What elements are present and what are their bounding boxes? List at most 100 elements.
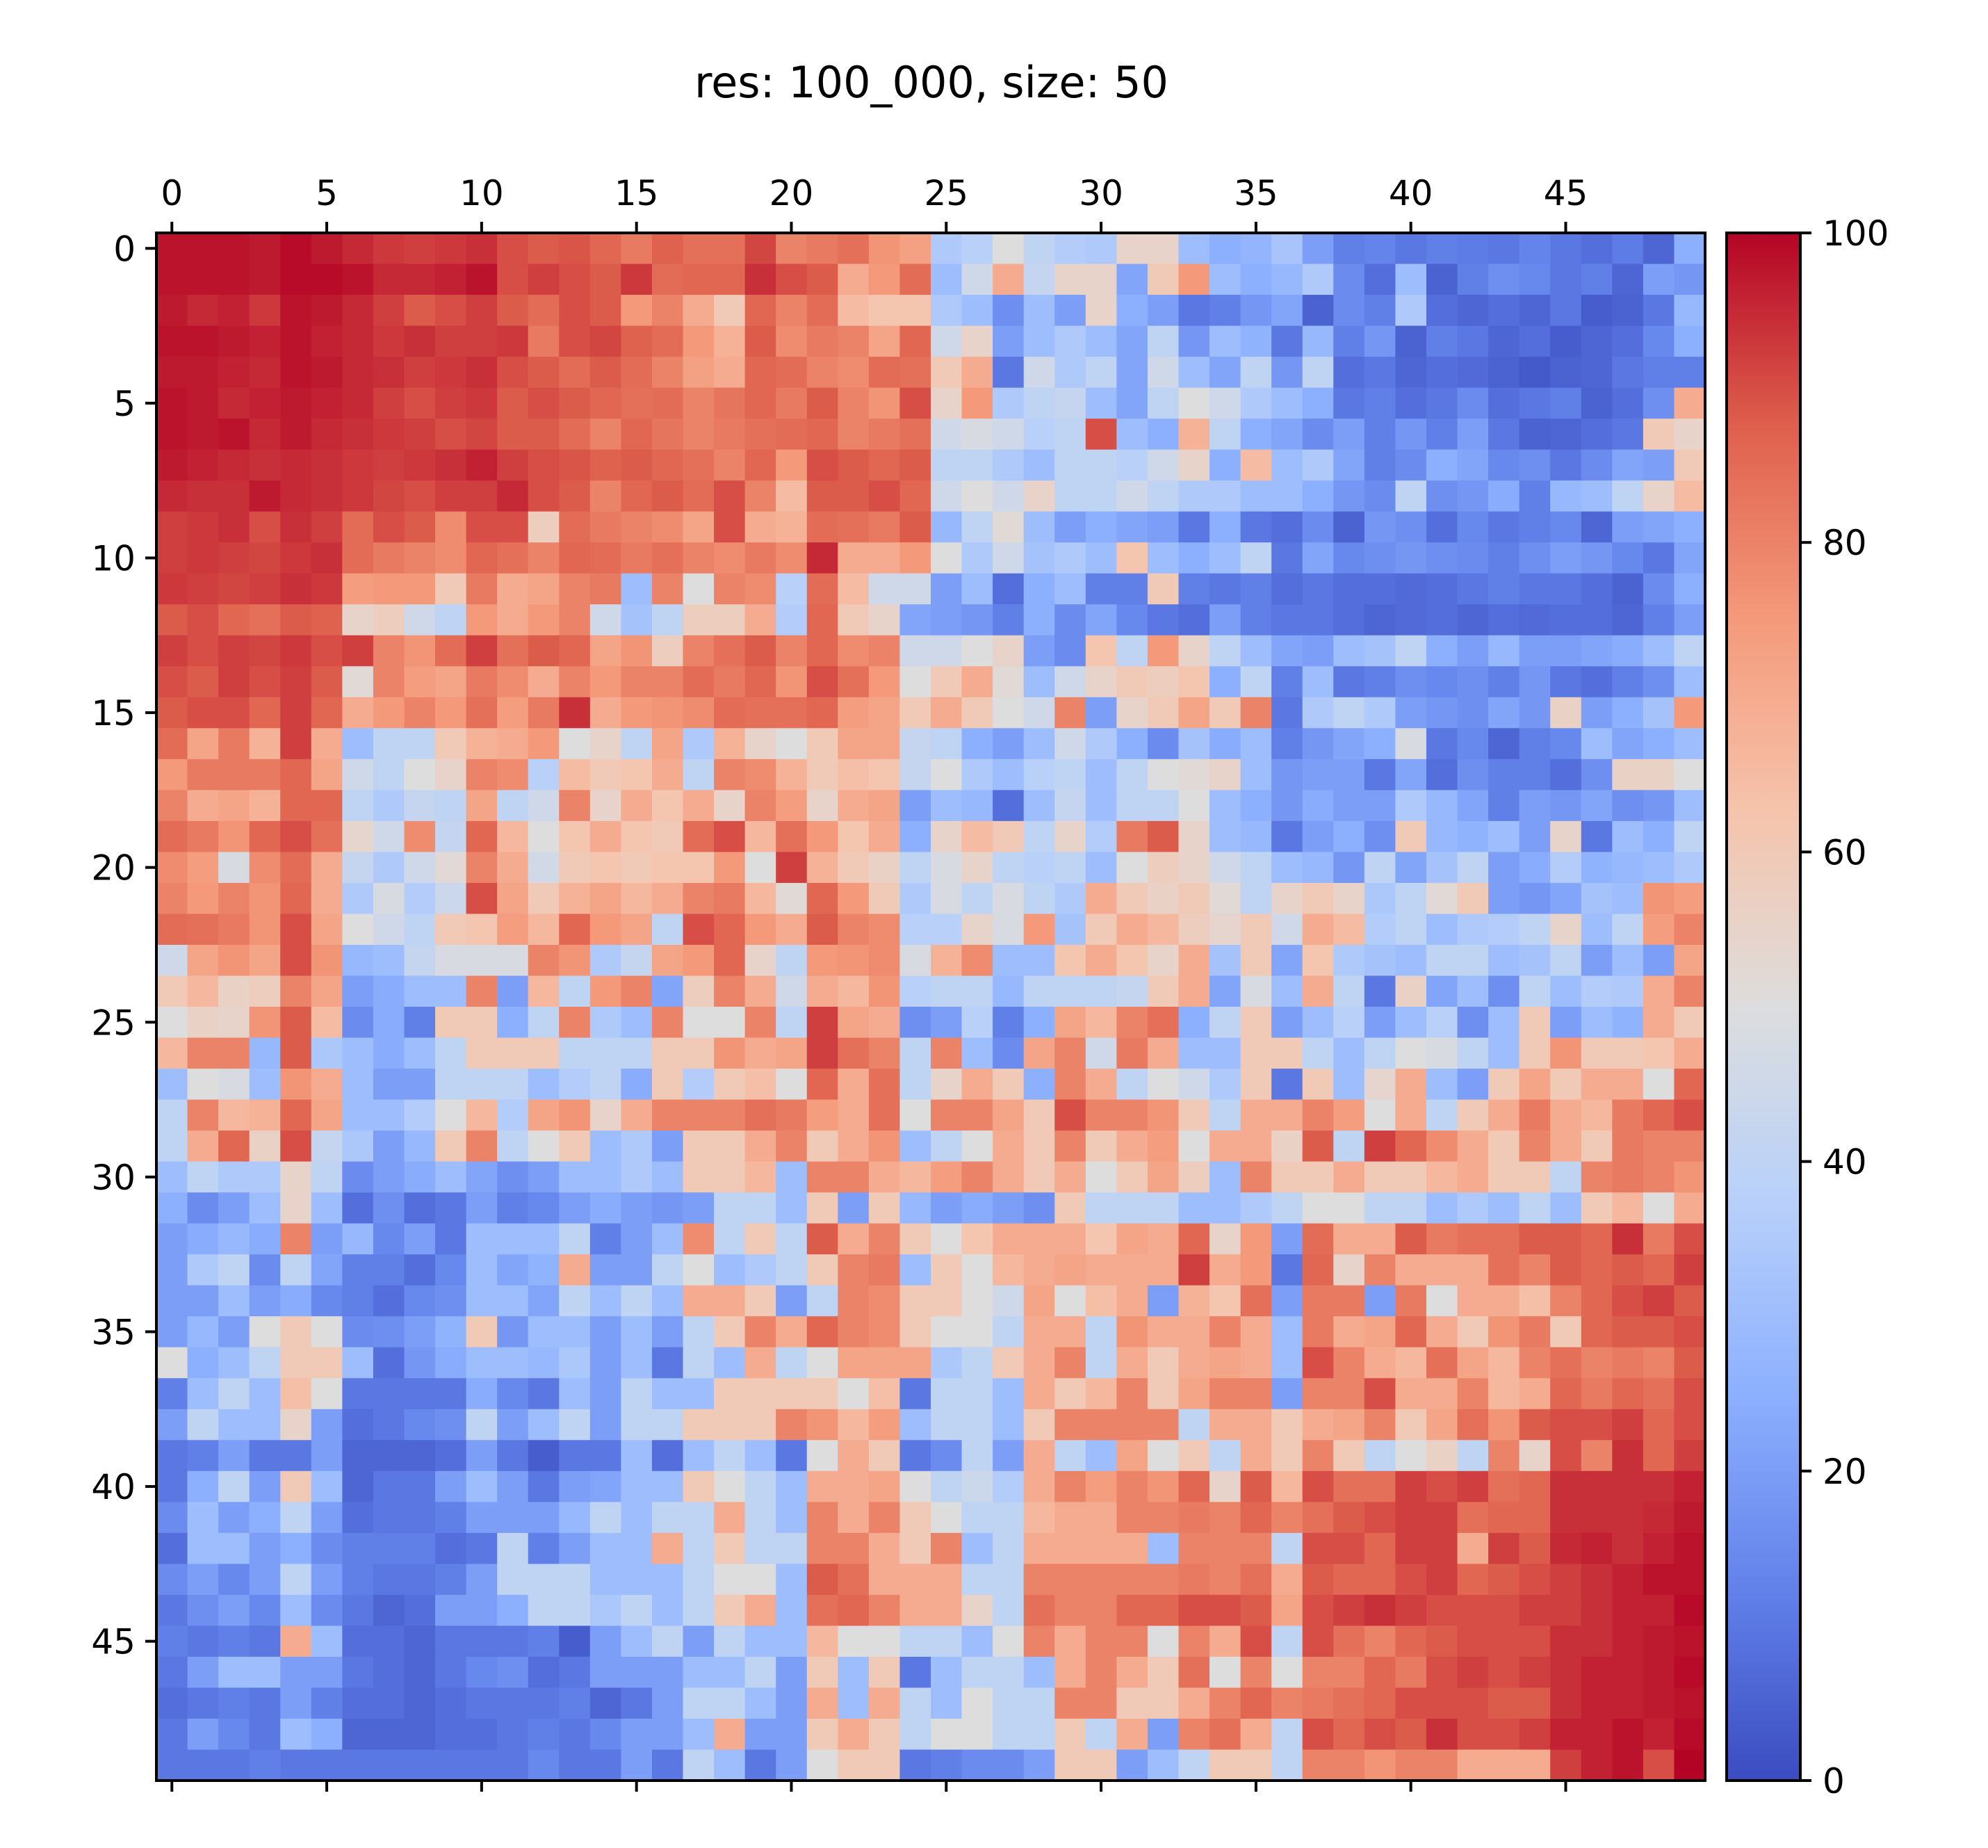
heatmap-cell — [249, 914, 281, 946]
heatmap-cell — [1116, 480, 1148, 512]
heatmap-cell — [1612, 1161, 1644, 1193]
heatmap-cell — [1488, 1378, 1520, 1410]
heatmap-cell — [776, 728, 808, 760]
heatmap-cell — [249, 604, 281, 636]
heatmap-cell — [683, 1378, 715, 1410]
heatmap-cell — [1395, 1347, 1427, 1379]
heatmap-cell — [683, 325, 715, 357]
heatmap-cell — [1674, 728, 1706, 760]
heatmap-cell — [1643, 511, 1675, 543]
heatmap-cell — [1581, 1316, 1613, 1348]
heatmap-cell — [1333, 295, 1365, 327]
heatmap-cell — [1395, 1192, 1427, 1224]
heatmap-cell — [528, 728, 560, 760]
heatmap-cell — [1519, 387, 1551, 419]
heatmap-cell — [342, 1347, 374, 1379]
heatmap-cell — [311, 728, 343, 760]
heatmap-cell — [528, 1502, 560, 1534]
heatmap-cell — [1116, 1069, 1148, 1101]
heatmap-cell — [744, 1316, 776, 1348]
heatmap-cell — [1643, 387, 1675, 419]
heatmap-cell — [1457, 264, 1489, 295]
heatmap-cell — [342, 233, 374, 265]
heatmap-cell — [1333, 1285, 1365, 1317]
heatmap-cell — [1054, 357, 1086, 389]
heatmap-cell — [311, 1254, 343, 1286]
heatmap-cell — [1395, 635, 1427, 667]
heatmap-cell — [683, 1749, 715, 1781]
heatmap-cell — [1023, 1069, 1055, 1101]
heatmap-cell — [528, 1130, 560, 1162]
heatmap-cell — [1488, 1099, 1520, 1131]
heatmap-cell — [589, 511, 621, 543]
heatmap-cell — [1240, 975, 1272, 1007]
heatmap-cell — [899, 1718, 931, 1751]
heatmap-cell — [1147, 1316, 1180, 1348]
heatmap-cell — [373, 480, 405, 512]
heatmap-cell — [280, 1285, 312, 1317]
heatmap-cell — [1519, 449, 1551, 481]
heatmap-cell — [342, 449, 374, 481]
heatmap-cell — [838, 1254, 870, 1286]
heatmap-cell — [1426, 1007, 1458, 1039]
heatmap-cell — [1054, 1687, 1086, 1719]
x-tick-label: 35 — [1234, 173, 1278, 213]
heatmap-cell — [806, 820, 838, 852]
heatmap-cell — [187, 759, 219, 791]
heatmap-cell — [559, 944, 591, 977]
heatmap-cell — [931, 1007, 963, 1039]
heatmap-cell — [1581, 573, 1613, 605]
heatmap-cell — [311, 325, 343, 357]
heatmap-cell — [868, 1099, 901, 1131]
heatmap-cell — [280, 1687, 312, 1719]
heatmap-cell — [651, 759, 684, 791]
heatmap-cell — [806, 666, 838, 698]
heatmap-cell — [1674, 944, 1706, 977]
heatmap-cell — [528, 604, 560, 636]
heatmap-cell — [838, 1749, 870, 1781]
heatmap-cell — [931, 1223, 963, 1255]
heatmap-cell — [683, 1007, 715, 1039]
heatmap-cell — [993, 1409, 1025, 1441]
heatmap-cell — [1147, 1718, 1180, 1751]
heatmap-cell — [1488, 573, 1520, 605]
heatmap-cell — [435, 1037, 467, 1069]
heatmap-cell — [838, 975, 870, 1007]
heatmap-cell — [1519, 264, 1551, 295]
heatmap-cell — [187, 233, 219, 265]
heatmap-cell — [218, 1347, 250, 1379]
heatmap-cell — [311, 1192, 343, 1224]
heatmap-cell — [1023, 1470, 1055, 1502]
heatmap-cell — [1488, 1130, 1520, 1162]
heatmap-cell — [961, 1564, 993, 1596]
heatmap-cell — [404, 357, 436, 389]
heatmap-cell — [683, 1223, 715, 1255]
x-tick-label: 15 — [614, 173, 659, 213]
heatmap-cell — [373, 1656, 405, 1689]
heatmap-cell — [404, 666, 436, 698]
heatmap-cell — [1674, 1626, 1706, 1657]
heatmap-cell — [1023, 1099, 1055, 1131]
heatmap-cell — [1085, 1007, 1117, 1039]
heatmap-cell — [466, 882, 498, 915]
heatmap-cell — [1023, 1409, 1055, 1441]
heatmap-cell — [1147, 1564, 1180, 1596]
heatmap-cell — [868, 1440, 901, 1472]
heatmap-cell — [1085, 944, 1117, 977]
heatmap-cell — [1550, 1285, 1582, 1317]
heatmap-cell — [868, 1007, 901, 1039]
heatmap-cell — [714, 264, 746, 295]
heatmap-cell — [993, 1069, 1025, 1101]
heatmap-cell — [1054, 449, 1086, 481]
heatmap-cell — [1116, 666, 1148, 698]
heatmap-cell — [1023, 728, 1055, 760]
heatmap-cell — [1054, 1718, 1086, 1751]
heatmap-cell — [806, 852, 838, 884]
heatmap-cell — [1147, 1254, 1180, 1286]
heatmap-cell — [621, 1223, 653, 1255]
heatmap-cell — [1457, 697, 1489, 729]
heatmap-cell — [1085, 325, 1117, 357]
heatmap-cell — [528, 325, 560, 357]
heatmap-cell — [1054, 790, 1086, 822]
heatmap-cell — [868, 1409, 901, 1441]
